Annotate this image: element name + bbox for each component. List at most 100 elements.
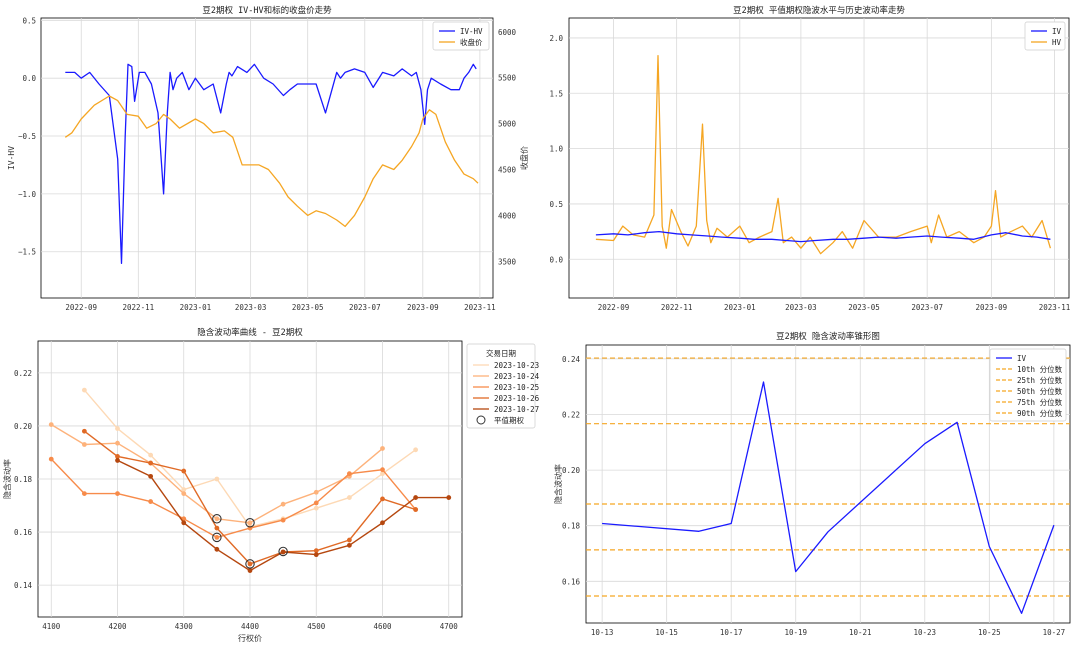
p2-y-tick-3: 0.16 (14, 528, 33, 537)
p3-legend-box (989, 348, 1067, 422)
p2-point-0-7 (313, 505, 319, 511)
p2-point-3-0 (81, 428, 87, 434)
p1-title: 豆2期权 平值期权隐波水平与历史波动率走势 (733, 5, 905, 16)
p2-point-4-3 (214, 546, 220, 552)
p2-point-2-10 (380, 467, 385, 473)
p0-x-tick-5: 2023-07 (349, 303, 381, 312)
p0-y-tick-0: 0.5 (22, 16, 36, 25)
p0-x-tick-4: 2023-05 (292, 303, 324, 312)
p2-point-3-2 (148, 460, 154, 466)
p0-y2-tick-3: 4500 (498, 165, 517, 174)
p2-legend-label-2: 2023-10-25 (494, 383, 539, 392)
p3-x-tick-4: 10-21 (849, 628, 872, 637)
p2-point-1-0 (48, 422, 54, 427)
p2-atm-marker-1 (212, 532, 222, 543)
p2-point-4-1 (148, 473, 154, 479)
p1-y-tick-1: 1.5 (549, 89, 563, 98)
p2-point-3-3 (181, 468, 187, 474)
p2-point-2-3 (148, 499, 154, 504)
p2-x-label: 行权价 (238, 633, 262, 643)
p2-title: 隐含波动率曲线 - 豆2期权 (197, 327, 303, 338)
p1-y-tick-4: 0.0 (549, 255, 563, 264)
p2-series-line-2 (50, 458, 417, 539)
p3-series-line-0 (602, 381, 1055, 614)
p2-point-4-2 (181, 520, 187, 526)
p3-legend-label-1: 10th 分位数 (1017, 364, 1063, 374)
p2-point-3-1 (115, 454, 120, 459)
iv-cone-chart: 10-13 10-15 10-17 10-19 10-21 10-23 10-25 10-27… (553, 331, 1071, 637)
p0-y-label: IV-HV (7, 146, 16, 170)
p3-y-tick-0: 0.24 (562, 355, 581, 364)
p3-legend-label-0: IV (1017, 354, 1027, 363)
p2-point-2-5 (214, 534, 220, 540)
p2-point-4-6 (313, 552, 319, 558)
p0-x-tick-0: 2022-09 (65, 303, 97, 312)
p1-plot-area (568, 17, 1070, 299)
p2-point-4-10 (446, 495, 452, 500)
p0-legend-box (432, 21, 490, 51)
p2-point-1-2 (115, 440, 120, 446)
p2-x-tick-6: 4700 (440, 622, 459, 631)
p3-x-tick-1: 10-15 (655, 628, 678, 637)
p1-x-tick-0: 2022-09 (598, 303, 630, 312)
p0-x-tick-6: 2023-09 (407, 303, 439, 312)
p0-x-tick-2: 2023-01 (180, 303, 212, 312)
p2-y-tick-0: 0.22 (14, 369, 32, 378)
p2-x-tick-5: 4600 (373, 622, 392, 631)
p2-point-2-1 (81, 491, 87, 496)
p2-point-1-10 (380, 446, 385, 451)
p0-series-line-1 (64, 95, 479, 228)
p0-x-tick-3: 2023-03 (235, 303, 267, 312)
p1-legend-label-1: HV (1052, 38, 1062, 47)
p2-point-4-5 (280, 549, 286, 555)
p2-point-2-8 (313, 500, 319, 506)
p3-y-tick-2: 0.20 (562, 466, 581, 475)
p2-point-3-4 (214, 525, 220, 531)
p2-legend-label-3: 2023-10-26 (494, 394, 540, 403)
p2-x-tick-3: 4400 (241, 622, 260, 631)
iv-smile-chart: 4100 4200 4300 4400 4500 4600 4700 0.22 0.20 0.18… (2, 327, 540, 643)
p2-legend-label-5: 平值期权 (494, 415, 524, 425)
p0-y2-tick-5: 3500 (498, 257, 517, 266)
p2-legend-label-4: 2023-10-27 (494, 405, 539, 414)
p3-x-tick-5: 10-23 (914, 628, 937, 637)
p2-point-0-2 (148, 452, 154, 458)
p0-plot-area (40, 17, 494, 299)
p2-point-2-0 (48, 456, 54, 462)
p2-y-tick-1: 0.20 (14, 422, 33, 431)
p1-x-tick-3: 2023-03 (785, 303, 817, 312)
p2-point-1-1 (81, 442, 87, 447)
p1-y-tick-2: 1.0 (549, 145, 563, 154)
p1-y-tick-3: 0.5 (549, 200, 563, 209)
p3-y-tick-1: 0.22 (562, 411, 580, 420)
p2-point-1-5 (214, 516, 220, 522)
p3-legend-label-2: 25th 分位数 (1017, 375, 1063, 385)
p0-y2-label: 收盘价 (519, 146, 529, 170)
p0-y-tick-3: −1.0 (18, 190, 37, 199)
p0-y-tick-2: −0.5 (18, 132, 36, 141)
p3-legend-label-4: 75th 分位数 (1017, 397, 1063, 407)
p2-point-3-9 (380, 496, 385, 502)
p3-y-tick-4: 0.16 (562, 577, 581, 586)
p2-legend-label-1: 2023-10-24 (494, 372, 540, 381)
p2-point-2-9 (346, 471, 352, 477)
p2-point-4-8 (380, 520, 385, 526)
p2-point-0-3 (181, 487, 187, 493)
p1-x-tick-5: 2023-07 (911, 303, 943, 312)
p3-x-tick-0: 10-13 (591, 628, 614, 637)
p2-atm-marker-0 (212, 514, 222, 524)
p3-x-tick-7: 10-27 (1043, 628, 1066, 637)
p2-point-0-8 (346, 495, 352, 500)
p2-point-0-4 (214, 476, 220, 482)
p2-point-4-0 (115, 458, 120, 463)
iv-hv-price-chart: 2022-09 2022-11 2023-01 2023-03 2023-05 2023-… (7, 5, 529, 312)
p2-point-0-0 (81, 387, 87, 393)
p2-x-tick-4: 4500 (307, 622, 326, 631)
p2-point-3-10 (413, 507, 419, 512)
p2-point-0-1 (115, 426, 120, 431)
p2-point-0-10 (413, 447, 419, 453)
atm-iv-hv-chart: 2022-09 2022-11 2023-01 2023-03 2023-05 2023-… (549, 5, 1070, 312)
p1-y-tick-0: 2.0 (549, 34, 563, 43)
p1-series-line-1 (595, 54, 1052, 255)
p2-x-tick-1: 4200 (108, 622, 127, 631)
